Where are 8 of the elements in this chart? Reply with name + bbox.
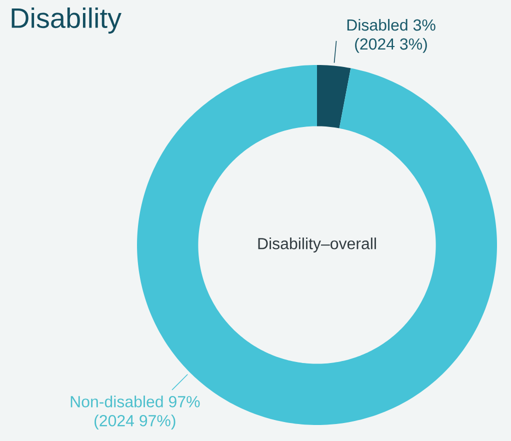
data-label: 3%	[413, 19, 436, 31]
slice-label: Disabled	[347, 18, 408, 31]
text: Disability–overall	[258, 238, 376, 252]
data-label: 97%	[169, 396, 200, 408]
text: (2024 3%)	[355, 38, 427, 53]
text: (2024 97%)	[94, 414, 176, 430]
chart-title: Disability	[12, 8, 122, 34]
slice-label: Non-disabled	[70, 396, 163, 408]
